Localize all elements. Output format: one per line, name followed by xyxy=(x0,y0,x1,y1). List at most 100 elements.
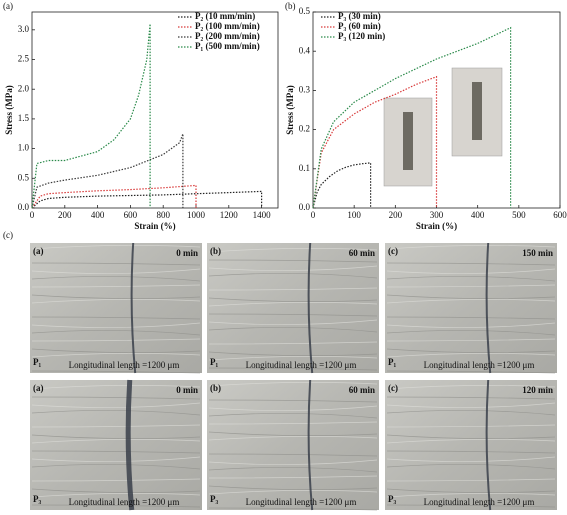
data-line xyxy=(312,162,372,209)
legend-label: P₃ (60 min) xyxy=(338,21,381,31)
crack xyxy=(130,242,137,374)
streak xyxy=(386,284,556,288)
micrograph-sample: P₁ xyxy=(388,357,396,367)
streak xyxy=(208,431,378,436)
data-line xyxy=(31,184,197,209)
inset-specimen xyxy=(472,82,482,140)
streak xyxy=(208,507,378,511)
crack xyxy=(125,379,135,511)
streak xyxy=(386,276,556,282)
streak xyxy=(386,316,556,320)
streak xyxy=(31,353,201,358)
streak xyxy=(208,467,378,473)
x-tick-label: 500 xyxy=(512,210,526,220)
streak xyxy=(31,402,201,408)
legend-label: P₃ (30 min) xyxy=(338,11,381,21)
streak xyxy=(386,353,556,358)
streak xyxy=(31,268,201,274)
streak xyxy=(208,490,378,495)
x-tick-label: 300 xyxy=(430,210,444,220)
streak xyxy=(31,245,201,250)
legend-label: P₂ (10 mm/min) xyxy=(195,11,255,21)
y-tick-label: 1.5 xyxy=(18,113,30,123)
streak xyxy=(208,485,378,490)
legend-label: P₂ (100 mm/min) xyxy=(195,21,260,31)
micrograph-image xyxy=(207,243,379,373)
streak xyxy=(386,424,556,428)
data-line xyxy=(31,133,184,209)
streak xyxy=(31,284,201,288)
streak xyxy=(386,402,556,408)
streak xyxy=(31,456,201,462)
streak xyxy=(208,287,378,291)
x-tick-label: 400 xyxy=(471,210,485,220)
micrograph-sample: P₃ xyxy=(210,494,218,504)
y-tick-label: 0.5 xyxy=(299,6,311,16)
micrograph-time: 60 min xyxy=(349,248,375,258)
streak xyxy=(208,382,378,387)
streak xyxy=(208,413,378,419)
streak xyxy=(386,504,556,508)
x-tick-label: 200 xyxy=(58,210,72,220)
micrograph-caption: Longitudinal length =1200 μm xyxy=(424,360,535,370)
y-tick-label: 2.5 xyxy=(18,54,30,64)
x-tick-label: 800 xyxy=(156,210,170,220)
micrograph-caption: Longitudinal length =1200 μm xyxy=(69,360,180,370)
streak xyxy=(386,434,556,439)
streak xyxy=(31,385,201,390)
streak xyxy=(208,297,378,302)
streak xyxy=(386,464,556,470)
x-axis-label: Strain (%) xyxy=(134,221,175,231)
streak xyxy=(31,276,201,282)
micrograph-caption: Longitudinal length =1200 μm xyxy=(246,497,357,507)
y-tick-label: 0.4 xyxy=(299,45,311,55)
streak xyxy=(386,348,556,353)
micrograph-letter: (c) xyxy=(388,246,398,256)
streak xyxy=(386,294,556,299)
y-axis-label: Stress (MPa) xyxy=(285,85,295,135)
y-tick-label: 0.0 xyxy=(18,202,30,212)
streak xyxy=(31,504,201,508)
streak xyxy=(208,313,378,317)
streak xyxy=(208,405,378,411)
crack xyxy=(485,379,492,511)
streak xyxy=(208,356,378,361)
micrograph-letter: (a) xyxy=(33,383,44,393)
x-tick-label: 1400 xyxy=(253,210,272,220)
streak xyxy=(208,367,378,371)
micrograph-letter: (a) xyxy=(33,246,44,256)
streak xyxy=(31,464,201,470)
streak xyxy=(386,330,556,336)
x-tick-label: 200 xyxy=(389,210,403,220)
streak xyxy=(386,338,556,342)
micrograph-time: 0 min xyxy=(176,248,198,258)
streak xyxy=(386,488,556,493)
streak xyxy=(208,302,378,307)
y-tick-label: 1.0 xyxy=(18,143,30,153)
streak xyxy=(31,478,201,482)
streak xyxy=(386,396,556,400)
crack xyxy=(307,242,314,374)
data-line xyxy=(312,75,438,209)
streak xyxy=(208,459,378,465)
streak xyxy=(386,245,556,250)
streak xyxy=(31,322,201,328)
streak xyxy=(386,456,556,462)
panel-label: (b) xyxy=(285,1,296,11)
streak xyxy=(386,322,556,328)
micrograph-sample: P₃ xyxy=(33,494,41,504)
legend-label: P₁ (500 mm/min) xyxy=(195,41,260,51)
y-tick-label: 0.5 xyxy=(18,172,30,182)
streak xyxy=(386,450,556,454)
micrograph: (b) 60 min P₁ Longitudinal length =1200 μm xyxy=(207,242,379,374)
streak xyxy=(386,439,556,444)
streak xyxy=(31,396,201,400)
micrograph-sample: P₃ xyxy=(388,494,396,504)
x-tick-label: 1000 xyxy=(187,210,206,220)
micrograph-caption: Longitudinal length =1200 μm xyxy=(246,360,357,370)
micrograph-image xyxy=(30,380,202,510)
streak xyxy=(208,248,378,253)
streak xyxy=(386,268,556,274)
plot-frame xyxy=(31,11,279,209)
micrograph: (a) 0 min P₃ Longitudinal length =1200 μm xyxy=(30,379,202,511)
